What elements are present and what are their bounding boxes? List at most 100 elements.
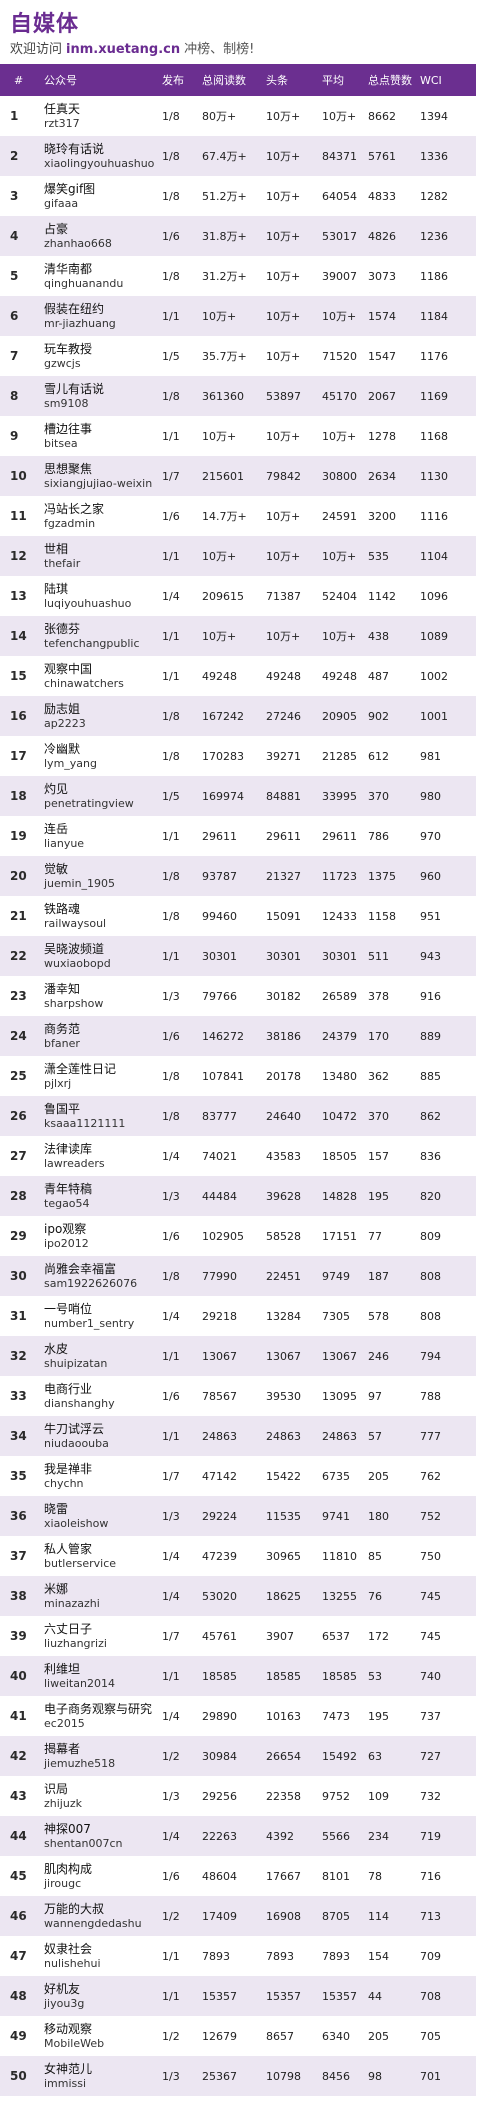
account-name[interactable]: 牛刀试浮云: [44, 1421, 105, 1436]
account-name[interactable]: 万能的大叔: [44, 1901, 105, 1916]
table-row[interactable]: 30 尚雅会幸福富 sam1922626076 1/8 77990 22451 9749 18…: [0, 1256, 476, 1296]
account-name[interactable]: 水皮: [44, 1341, 69, 1356]
table-row[interactable]: 48 好机友 jiyou3g 1/1 15357 15357 15357 44 708: [0, 1976, 476, 2016]
account-name[interactable]: 潘幸知: [44, 981, 81, 996]
account-name[interactable]: 揭幕者: [44, 1741, 81, 1756]
account-name[interactable]: 铁路魂: [44, 901, 81, 916]
account-name[interactable]: 玩车教授: [44, 341, 93, 356]
account-name[interactable]: 我是禅非: [44, 1461, 93, 1476]
site-url[interactable]: inm.xuetang.cn: [66, 42, 181, 57]
table-row[interactable]: 23 潘幸知 sharpshow 1/3 79766 30182 26589 378 916: [0, 976, 476, 1016]
account-name[interactable]: 奴隶社会: [44, 1941, 93, 1956]
account-name[interactable]: 冯站长之家: [44, 501, 105, 516]
table-row[interactable]: 20 觉敏 juemin_1905 1/8 93787 21327 11723 1375 960: [0, 856, 476, 896]
account-name[interactable]: 陆琪: [44, 581, 69, 596]
table-row[interactable]: 46 万能的大叔 wannengdedashu 1/2 17409 16908 8705 11…: [0, 1896, 476, 1936]
account-name[interactable]: ipo观察: [44, 1221, 87, 1236]
account-name[interactable]: 雪儿有话说: [44, 381, 105, 396]
account-name[interactable]: 连岳: [44, 821, 69, 836]
account-name[interactable]: 晓雷: [44, 1501, 69, 1516]
account-name[interactable]: 肌肉构成: [44, 1861, 93, 1876]
table-row[interactable]: 16 励志姐 ap2223 1/8 167242 27246 20905 902 1001: [0, 696, 476, 736]
table-row[interactable]: 17 冷幽默 lym_yang 1/8 170283 39271 21285 612 981: [0, 736, 476, 776]
table-row[interactable]: 47 奴隶社会 nulishehui 1/1 7893 7893 7893 154 709: [0, 1936, 476, 1976]
table-row[interactable]: 39 六丈日子 liuzhangrizi 1/7 45761 3907 6537 172 745: [0, 1616, 476, 1656]
table-row[interactable]: 50 女神范儿 immissi 1/3 25367 10798 8456 98 701: [0, 2056, 476, 2096]
account-name[interactable]: 利维坦: [44, 1661, 81, 1676]
table-row[interactable]: 45 肌肉构成 jirougc 1/6 48604 17667 8101 78 716: [0, 1856, 476, 1896]
table-row[interactable]: 25 潇全莲性日记 pjlxrj 1/8 107841 20178 13480 362 885: [0, 1056, 476, 1096]
table-row[interactable]: 9 槽边往事 bitsea 1/1 10万+ 10万+ 10万+ 1278 1168: [0, 416, 476, 456]
table-row[interactable]: 38 米娜 minazazhi 1/4 53020 18625 13255 76 745: [0, 1576, 476, 1616]
account-name[interactable]: 世相: [44, 541, 69, 556]
account-name[interactable]: 觉敏: [44, 861, 69, 876]
table-row[interactable]: 24 商务范 bfaner 1/6 146272 38186 24379 170 889: [0, 1016, 476, 1056]
account-name[interactable]: 米娜: [44, 1581, 69, 1596]
table-row[interactable]: 1 任真天 rzt317 1/8 80万+ 10万+ 10万+ 8662 1394: [0, 96, 476, 136]
table-row[interactable]: 11 冯站长之家 fgzadmin 1/6 14.7万+ 10万+ 24591 3200 111…: [0, 496, 476, 536]
table-row[interactable]: 2 晓玲有话说 xiaolingyouhuashuo 1/8 67.4万+ 10万+ 843…: [0, 136, 476, 176]
table-row[interactable]: 43 识局 zhijuzk 1/3 29256 22358 9752 109 732: [0, 1776, 476, 1816]
account-name[interactable]: 移动观察: [44, 2021, 93, 2036]
table-row[interactable]: 37 私人管家 butlerservice 1/4 47239 30965 11810 85 7…: [0, 1536, 476, 1576]
account-name[interactable]: 励志姐: [44, 701, 81, 716]
account-name[interactable]: 思想聚焦: [44, 461, 93, 476]
table-row[interactable]: 8 雪儿有话说 sm9108 1/8 361360 53897 45170 2067 1169: [0, 376, 476, 416]
table-row[interactable]: 3 爆笑gif图 gifaaa 1/8 51.2万+ 10万+ 64054 4833 1282: [0, 176, 476, 216]
table-row[interactable]: 31 一号哨位 number1_sentry 1/4 29218 13284 7305 578…: [0, 1296, 476, 1336]
table-row[interactable]: 14 张德芬 tefenchangpublic 1/1 10万+ 10万+ 10万+ 438 1…: [0, 616, 476, 656]
account-name[interactable]: 电商行业: [44, 1381, 93, 1396]
table-row[interactable]: 19 连岳 lianyue 1/1 29611 29611 29611 786 970: [0, 816, 476, 856]
account-name[interactable]: 六丈日子: [44, 1621, 93, 1636]
account-name[interactable]: 张德芬: [44, 621, 81, 636]
table-row[interactable]: 44 神探007 shentan007cn 1/4 22263 4392 5566 234 71…: [0, 1816, 476, 1856]
account-name[interactable]: 女神范儿: [44, 2061, 93, 2076]
table-row[interactable]: 10 思想聚焦 sixiangjujiao-weixin 1/7 215601 79842…: [0, 456, 476, 496]
account-name[interactable]: 一号哨位: [44, 1301, 93, 1316]
account-name[interactable]: 商务范: [44, 1021, 81, 1036]
table-row[interactable]: 27 法律读库 lawreaders 1/4 74021 43583 18505 157 836: [0, 1136, 476, 1176]
table-row[interactable]: 26 鲁国平 ksaaa1121111 1/8 83777 24640 10472 370 86…: [0, 1096, 476, 1136]
account-name[interactable]: 任真天: [44, 101, 81, 116]
table-row[interactable]: 36 晓雷 xiaoleishow 1/3 29224 11535 9741 180 752: [0, 1496, 476, 1536]
account-name[interactable]: 法律读库: [44, 1141, 93, 1156]
table-row[interactable]: 49 移动观察 MobileWeb 1/2 12679 8657 6340 205 705: [0, 2016, 476, 2056]
account-name[interactable]: 鲁国平: [44, 1101, 81, 1116]
account-name[interactable]: 占豪: [44, 221, 69, 236]
table-row[interactable]: 4 占豪 zhanhao668 1/6 31.8万+ 10万+ 53017 4826 1236: [0, 216, 476, 256]
table-row[interactable]: 7 玩车教授 gzwcjs 1/5 35.7万+ 10万+ 71520 1547 1176: [0, 336, 476, 376]
table-row[interactable]: 32 水皮 shuipizatan 1/1 13067 13067 13067 246 794: [0, 1336, 476, 1376]
account-name[interactable]: 冷幽默: [44, 741, 81, 756]
account-name[interactable]: 神探007: [44, 1821, 91, 1836]
account-name[interactable]: 识局: [44, 1781, 69, 1796]
table-row[interactable]: 22 吴晓波频道 wuxiaobopd 1/1 30301 30301 30301 511 94…: [0, 936, 476, 976]
account-name[interactable]: 爆笑gif图: [44, 181, 96, 196]
account-name[interactable]: 假装在纽约: [44, 301, 105, 316]
account-name[interactable]: 青年特稿: [44, 1181, 93, 1196]
account-name[interactable]: 潇全莲性日记: [44, 1061, 117, 1076]
account-name[interactable]: 吴晓波频道: [44, 941, 105, 956]
table-row[interactable]: 6 假装在纽约 mr-jiazhuang 1/1 10万+ 10万+ 10万+ 1574 118…: [0, 296, 476, 336]
account-name[interactable]: 晓玲有话说: [44, 141, 105, 156]
table-row[interactable]: 29 ipo观察 ipo2012 1/6 102905 58528 17151 77 809: [0, 1216, 476, 1256]
account-name[interactable]: 灼见: [44, 781, 69, 796]
table-row[interactable]: 21 铁路魂 railwaysoul 1/8 99460 15091 12433 1158 95…: [0, 896, 476, 936]
table-row[interactable]: 28 青年特稿 tegao54 1/3 44484 39628 14828 195 820: [0, 1176, 476, 1216]
table-row[interactable]: 5 清华南都 qinghuanandu 1/8 31.2万+ 10万+ 39007 3073 1…: [0, 256, 476, 296]
table-row[interactable]: 15 观察中国 chinawatchers 1/1 49248 49248 49248 487…: [0, 656, 476, 696]
account-name[interactable]: 私人管家: [44, 1541, 93, 1556]
account-name[interactable]: 好机友: [44, 1981, 81, 1996]
table-row[interactable]: 34 牛刀试浮云 niudaoouba 1/1 24863 24863 24863 57 777: [0, 1416, 476, 1456]
table-row[interactable]: 35 我是禅非 chychn 1/7 47142 15422 6735 205 762: [0, 1456, 476, 1496]
table-row[interactable]: 40 利维坦 liweitan2014 1/1 18585 18585 18585 53 740: [0, 1656, 476, 1696]
account-name[interactable]: 观察中国: [44, 661, 93, 676]
account-name[interactable]: 清华南都: [44, 261, 93, 276]
table-row[interactable]: 18 灼见 penetratingview 1/5 169974 84881 33995 37…: [0, 776, 476, 816]
account-name[interactable]: 尚雅会幸福富: [44, 1261, 117, 1276]
table-row[interactable]: 12 世相 thefair 1/1 10万+ 10万+ 10万+ 535 1104: [0, 536, 476, 576]
account-name[interactable]: 电子商务观察与研究: [44, 1701, 153, 1716]
account-name[interactable]: 槽边往事: [44, 421, 93, 436]
table-row[interactable]: 41 电子商务观察与研究 ec2015 1/4 29890 10163 7473 195 737: [0, 1696, 476, 1736]
table-row[interactable]: 42 揭幕者 jiemuzhe518 1/2 30984 26654 15492 63 727: [0, 1736, 476, 1776]
table-row[interactable]: 13 陆琪 luqiyouhuashuo 1/4 209615 71387 52404 114…: [0, 576, 476, 616]
